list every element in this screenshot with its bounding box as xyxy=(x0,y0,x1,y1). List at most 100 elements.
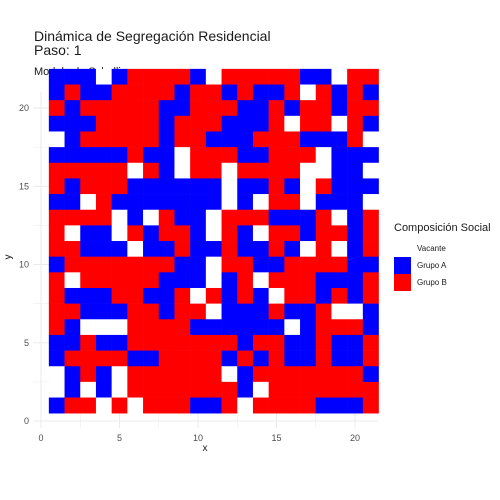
heatmap-cell xyxy=(268,397,285,414)
heatmap-cell xyxy=(111,178,128,195)
heatmap-cell xyxy=(111,334,128,351)
heatmap-cell xyxy=(127,225,144,242)
heatmap-cell xyxy=(80,100,97,117)
heatmap-cell xyxy=(237,194,254,211)
heatmap-cell xyxy=(64,178,81,195)
heatmap-cell xyxy=(347,241,364,257)
heatmap-cell xyxy=(362,287,379,304)
heatmap-cell xyxy=(143,381,160,398)
heatmap-cell xyxy=(174,131,191,148)
heatmap-cell xyxy=(158,319,175,336)
heatmap-cell xyxy=(252,303,269,320)
heatmap-cell xyxy=(205,366,222,383)
heatmap-cell xyxy=(284,241,301,257)
heatmap-cell xyxy=(331,115,348,132)
heatmap-cell xyxy=(237,131,254,148)
heatmap-cell xyxy=(205,194,222,211)
heatmap-cell xyxy=(48,334,65,351)
heatmap-cell xyxy=(300,287,317,304)
heatmap-cell xyxy=(331,209,348,226)
heatmap-cell xyxy=(315,147,332,164)
chart-title: Dinámica de Segregación Residencial Paso… xyxy=(34,28,271,58)
heatmap-cell xyxy=(95,225,112,242)
heatmap-cell xyxy=(143,319,160,336)
heatmap-cell xyxy=(300,194,317,211)
heatmap-cell xyxy=(268,194,285,211)
legend-label-vacante: Vacante xyxy=(417,244,446,253)
heatmap-cell xyxy=(205,225,222,242)
heatmap-cell xyxy=(158,84,175,101)
heatmap-cell xyxy=(362,303,379,320)
heatmap-cell xyxy=(237,147,254,164)
legend-item-grupo-a: Grupo A xyxy=(394,257,446,274)
heatmap-cell xyxy=(315,100,332,117)
heatmap-cell xyxy=(221,334,238,351)
heatmap-cell xyxy=(95,209,112,226)
heatmap-cell xyxy=(362,256,379,273)
heatmap-cell xyxy=(64,381,81,398)
heatmap-cell xyxy=(221,287,238,304)
heatmap-cell xyxy=(237,178,254,195)
heatmap-cell xyxy=(95,68,112,85)
heatmap-cell xyxy=(48,272,65,289)
heatmap-cell xyxy=(111,256,128,273)
heatmap-cell xyxy=(284,84,301,101)
heatmap-cell xyxy=(362,115,379,132)
heatmap-cell xyxy=(111,241,128,257)
heatmap-cell xyxy=(48,225,65,242)
heatmap-cell xyxy=(284,209,301,226)
heatmap-cell xyxy=(284,303,301,320)
heatmap-cell xyxy=(205,334,222,351)
heatmap-cell xyxy=(143,194,160,211)
heatmap-cell xyxy=(221,84,238,101)
heatmap-cell xyxy=(127,162,144,179)
heatmap-cell xyxy=(268,272,285,289)
heatmap-cell xyxy=(221,225,238,242)
heatmap-cell xyxy=(48,241,65,257)
heatmap-cell xyxy=(268,287,285,304)
heatmap-cell xyxy=(158,366,175,383)
heatmap-cell xyxy=(80,350,97,367)
heatmap-cell xyxy=(158,68,175,85)
heatmap-cell xyxy=(48,350,65,367)
heatmap-cell xyxy=(174,334,191,351)
heatmap-cell xyxy=(315,366,332,383)
heatmap-cell xyxy=(221,381,238,398)
x-tick-label: 10 xyxy=(193,433,203,443)
heatmap-cell xyxy=(237,287,254,304)
heatmap-cell xyxy=(331,178,348,195)
heatmap-cell xyxy=(300,115,317,132)
heatmap-cell xyxy=(48,147,65,164)
heatmap-cell xyxy=(80,256,97,273)
heatmap-cell xyxy=(48,100,65,117)
heatmap-cell xyxy=(80,194,97,211)
heatmap-cell xyxy=(331,225,348,242)
y-tick-label: 10 xyxy=(19,260,29,270)
heatmap-cell xyxy=(111,287,128,304)
x-tick-label: 15 xyxy=(271,433,281,443)
heatmap-cell xyxy=(347,115,364,132)
heatmap-cell xyxy=(174,68,191,85)
heatmap-cell xyxy=(158,147,175,164)
heatmap-cell xyxy=(362,68,379,85)
heatmap-cell xyxy=(331,303,348,320)
heatmap-cell xyxy=(143,131,160,148)
heatmap-cell xyxy=(111,397,128,414)
heatmap-cell xyxy=(143,225,160,242)
heatmap-cell xyxy=(143,100,160,117)
heatmap-cell xyxy=(80,397,97,414)
heatmap-cell xyxy=(64,162,81,179)
heatmap-cell xyxy=(205,381,222,398)
heatmap-cell xyxy=(268,256,285,273)
heatmap-cell xyxy=(48,303,65,320)
heatmap-cell xyxy=(315,84,332,101)
heatmap-cell xyxy=(315,68,332,85)
heatmap-cell xyxy=(362,381,379,398)
heatmap-cell xyxy=(221,350,238,367)
heatmap-cell xyxy=(315,162,332,179)
heatmap-cell xyxy=(80,131,97,148)
heatmap-cell xyxy=(95,319,112,336)
heatmap-cell xyxy=(95,84,112,101)
heatmap-cell xyxy=(362,319,379,336)
